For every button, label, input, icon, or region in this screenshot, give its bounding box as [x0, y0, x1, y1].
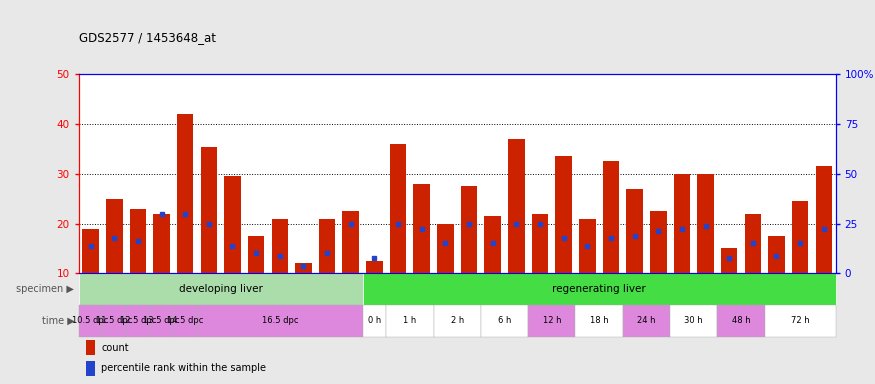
Bar	[362, 273, 836, 305]
Bar	[461, 186, 477, 273]
Bar	[768, 236, 785, 273]
Bar	[173, 305, 197, 337]
Bar	[433, 305, 481, 337]
Text: 72 h: 72 h	[791, 316, 809, 325]
Text: 10.5 dpc: 10.5 dpc	[73, 316, 108, 325]
Bar	[197, 305, 362, 337]
Bar	[670, 305, 718, 337]
Bar	[576, 305, 623, 337]
Bar	[718, 305, 765, 337]
Bar	[248, 236, 264, 273]
Text: 14.5 dpc: 14.5 dpc	[167, 316, 203, 325]
Bar	[177, 114, 193, 273]
Bar	[721, 248, 738, 273]
Bar	[438, 223, 453, 273]
Text: GDS2577 / 1453648_at: GDS2577 / 1453648_at	[79, 31, 216, 44]
Bar	[792, 201, 808, 273]
Text: developing liver: developing liver	[178, 284, 262, 294]
Bar	[271, 218, 288, 273]
Bar	[87, 340, 95, 355]
Text: percentile rank within the sample: percentile rank within the sample	[102, 363, 267, 373]
Bar	[87, 361, 95, 376]
Bar	[153, 214, 170, 273]
Text: 0 h: 0 h	[368, 316, 381, 325]
Bar	[318, 218, 335, 273]
Bar	[413, 184, 430, 273]
Bar	[603, 161, 620, 273]
Bar	[106, 199, 123, 273]
Bar	[485, 216, 501, 273]
Text: 30 h: 30 h	[684, 316, 703, 325]
Text: 6 h: 6 h	[498, 316, 511, 325]
Bar	[342, 211, 359, 273]
Bar	[481, 305, 528, 337]
Text: 16.5 dpc: 16.5 dpc	[262, 316, 298, 325]
Bar	[765, 305, 836, 337]
Bar	[200, 147, 217, 273]
Bar	[650, 211, 667, 273]
Bar	[745, 214, 761, 273]
Text: 11.5 dpc: 11.5 dpc	[96, 316, 132, 325]
Bar	[79, 305, 102, 337]
Bar	[362, 305, 386, 337]
Bar	[389, 144, 406, 273]
Bar	[816, 166, 832, 273]
Text: 2 h: 2 h	[451, 316, 464, 325]
Bar	[126, 305, 150, 337]
Bar	[579, 218, 596, 273]
Bar	[674, 174, 690, 273]
Bar	[626, 189, 643, 273]
Text: 48 h: 48 h	[732, 316, 751, 325]
Text: count: count	[102, 343, 130, 353]
Bar	[623, 305, 670, 337]
Bar	[386, 305, 433, 337]
Bar	[556, 156, 572, 273]
Bar	[508, 139, 525, 273]
Bar	[150, 305, 173, 337]
Bar	[224, 176, 241, 273]
Bar	[532, 214, 549, 273]
Text: 12 h: 12 h	[542, 316, 561, 325]
Text: time ▶: time ▶	[42, 316, 74, 326]
Text: specimen ▶: specimen ▶	[17, 284, 74, 294]
Text: 13.5 dpc: 13.5 dpc	[144, 316, 179, 325]
Bar	[295, 263, 311, 273]
Text: 12.5 dpc: 12.5 dpc	[120, 316, 156, 325]
Bar	[697, 174, 714, 273]
Bar	[102, 305, 126, 337]
Text: 1 h: 1 h	[403, 316, 416, 325]
Bar	[130, 209, 146, 273]
Bar	[79, 273, 362, 305]
Bar	[82, 228, 99, 273]
Text: regenerating liver: regenerating liver	[552, 284, 646, 294]
Bar	[528, 305, 576, 337]
Text: 18 h: 18 h	[590, 316, 608, 325]
Text: 24 h: 24 h	[637, 316, 655, 325]
Bar	[366, 261, 382, 273]
